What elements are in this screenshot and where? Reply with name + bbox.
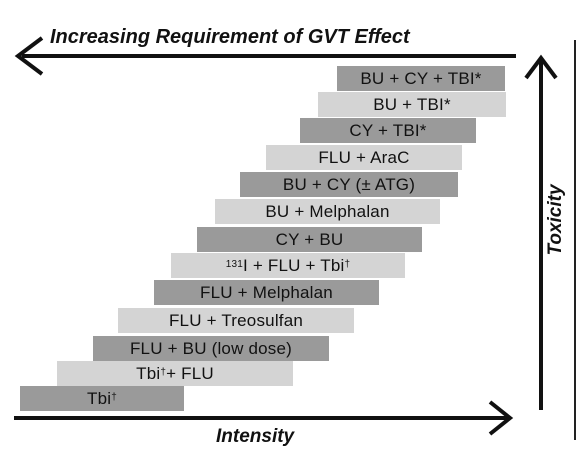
regimen-text: Tbi	[87, 388, 112, 408]
intensity-arrow-label: Intensity	[216, 426, 295, 447]
regimen-step: BU + CY + TBI*	[337, 66, 505, 91]
regimen-step: Tbi † + FLU	[57, 361, 293, 386]
regimen-text: BU + TBI*	[373, 94, 451, 114]
toxicity-arrow	[524, 54, 558, 410]
regimen-text: FLU + AraC	[318, 147, 410, 167]
regimen-text: I + FLU + Tbi	[243, 255, 345, 275]
right-border-rule	[574, 40, 576, 440]
regimen-text: CY + TBI*	[349, 120, 427, 140]
regimen-text: BU + Melphalan	[265, 201, 390, 221]
regimen-step: FLU + Treosulfan	[118, 308, 354, 333]
regimen-step: FLU + BU (low dose)	[93, 336, 329, 361]
regimen-text: Tbi	[136, 363, 161, 383]
regimen-text: FLU + Melphalan	[200, 282, 333, 302]
regimen-step: BU + TBI*	[318, 92, 506, 117]
regimen-step: CY + BU	[197, 227, 422, 252]
regimen-text: BU + CY (± ATG)	[282, 174, 416, 194]
regimen-text: + FLU	[166, 363, 214, 383]
gvt-arrow-label: Increasing Requirement of GVT Effect	[50, 26, 410, 48]
regimen-step: Tbi †	[20, 386, 184, 411]
toxicity-arrow-label: Toxicity	[545, 184, 566, 256]
regimen-text: FLU + Treosulfan	[168, 310, 304, 330]
regimen-text: CY + BU	[275, 229, 344, 249]
regimen-step: 131 I + FLU + Tbi †	[171, 253, 405, 278]
regimen-step: BU + Melphalan	[215, 199, 440, 224]
gvt-arrow	[14, 36, 516, 76]
regimen-step: BU + CY (± ATG)	[240, 172, 458, 197]
regimen-step: FLU + Melphalan	[154, 280, 379, 305]
regimen-step: CY + TBI*	[300, 118, 476, 143]
regimen-text: BU + CY + TBI*	[360, 68, 482, 88]
regimen-text: FLU + BU (low dose)	[129, 338, 293, 358]
regimen-step: FLU + AraC	[266, 145, 462, 170]
intensity-arrow	[14, 400, 514, 436]
